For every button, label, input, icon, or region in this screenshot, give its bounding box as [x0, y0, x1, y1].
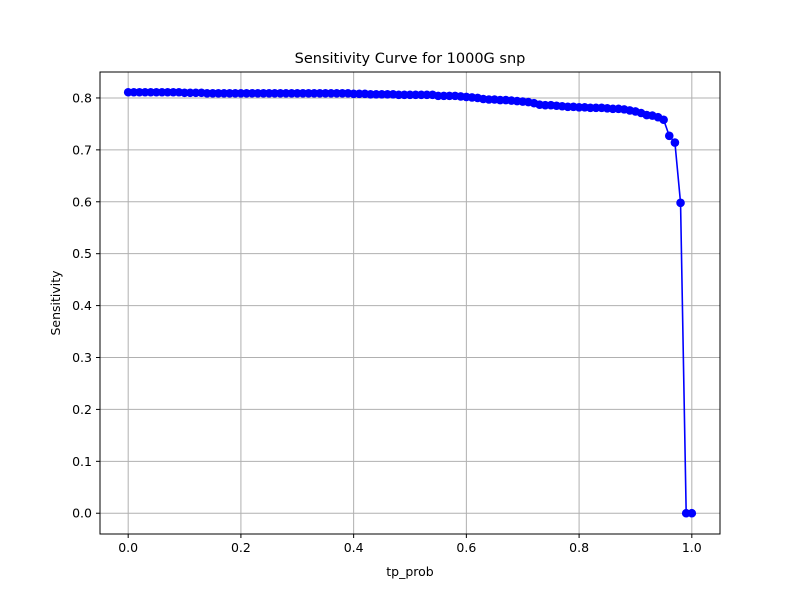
grid-lines	[100, 72, 720, 534]
data-point	[676, 198, 685, 208]
y-tick-label: 0.3	[72, 350, 92, 365]
x-axis-label: tp_prob	[386, 564, 434, 579]
y-tick-label: 0.0	[72, 506, 92, 521]
x-tick-label: 0.2	[231, 540, 251, 555]
y-tick-label: 0.7	[72, 142, 92, 157]
x-tick-label: 1.0	[682, 540, 702, 555]
y-tick-label: 0.5	[72, 246, 92, 261]
x-tick-label: 0.0	[118, 540, 138, 555]
y-tick-label: 0.8	[72, 90, 92, 105]
data-point	[687, 508, 697, 518]
chart-title: Sensitivity Curve for 1000G snp	[295, 51, 526, 67]
y-axis-label: Sensitivity	[48, 270, 63, 336]
plot-frame	[99, 71, 721, 535]
y-tick-label: 0.1	[72, 454, 92, 469]
y-tick-label: 0.6	[72, 194, 92, 209]
x-tick-label: 0.4	[344, 540, 364, 555]
series-line	[128, 91, 692, 515]
data-point	[670, 138, 680, 147]
axis-ticks: 0.0 0.2 0.4 0.6 0.8 1.0 0.0 0.1 0.2 0.3 0.4 0.5 0.6 0…	[72, 90, 702, 555]
y-tick-label: 0.2	[72, 402, 92, 417]
y-tick-label: 0.4	[72, 298, 92, 313]
series-layer	[123, 87, 697, 518]
data-point	[664, 131, 674, 141]
x-tick-label: 0.8	[569, 540, 589, 555]
x-tick-label: 0.6	[456, 540, 476, 555]
data-point	[659, 115, 668, 125]
